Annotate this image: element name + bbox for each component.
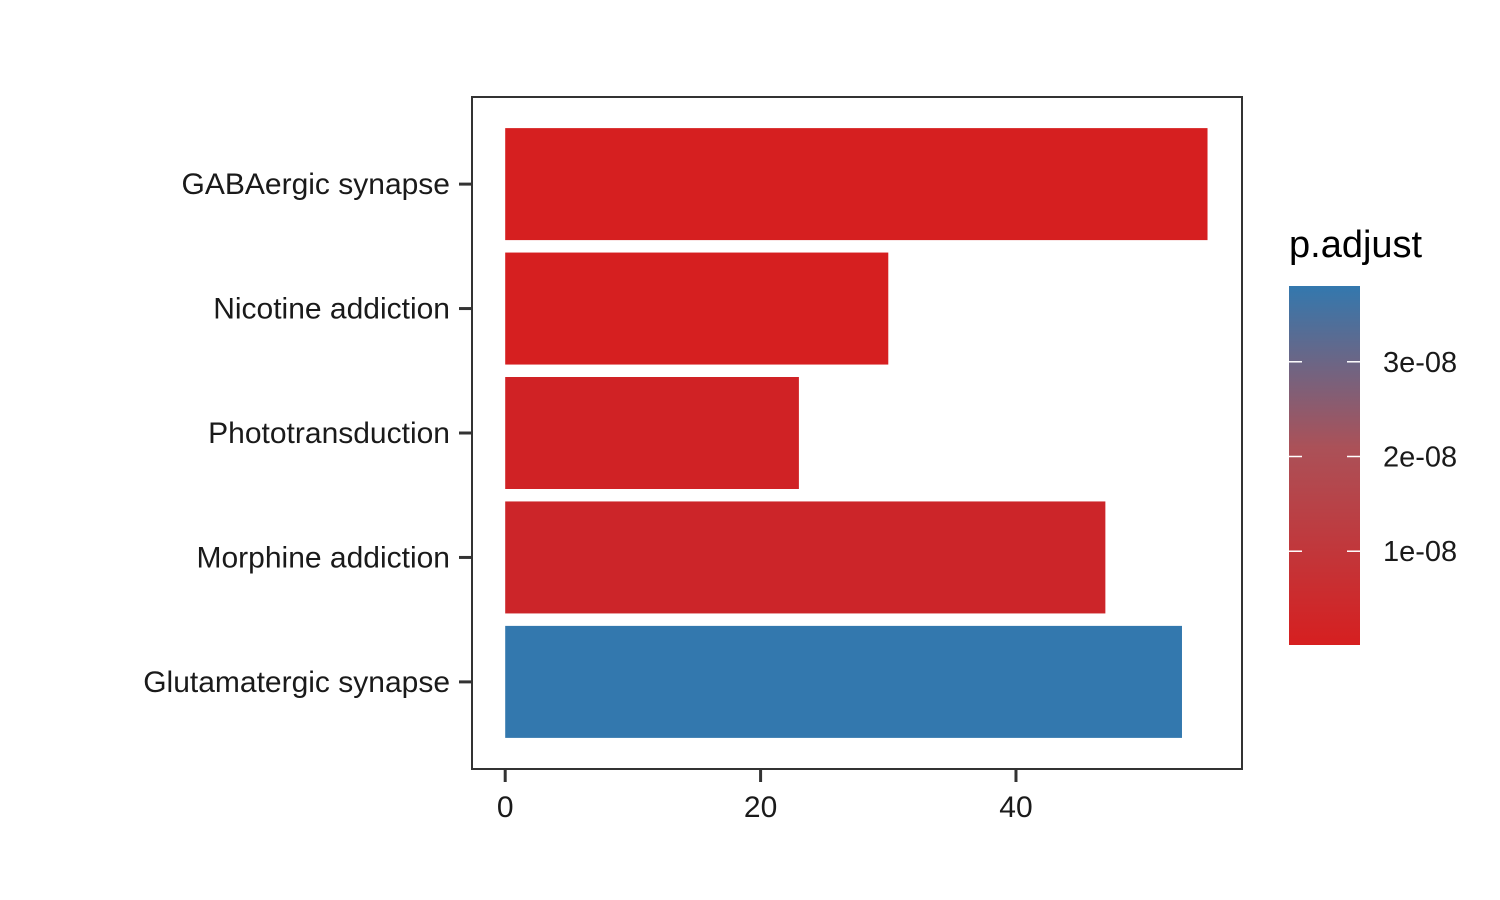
x-tick-label: 40	[999, 791, 1032, 824]
y-axis: GABAergic synapse Nicotine addiction Photo…	[143, 168, 472, 699]
bar-4	[505, 625, 1182, 738]
y-tick-label: Glutamatergic synapse	[143, 666, 450, 699]
y-tick-label: Morphine addiction	[197, 541, 451, 574]
bar-3	[505, 501, 1106, 614]
color-legend: p.adjust 3e-08 2e-08 1e-08	[1289, 224, 1457, 645]
legend-colorbar	[1289, 286, 1360, 645]
legend-ticks: 3e-08 2e-08 1e-08	[1289, 347, 1457, 568]
x-tick-label: 20	[744, 791, 777, 824]
legend-label: 3e-08	[1383, 347, 1457, 379]
legend-label: 2e-08	[1383, 442, 1457, 474]
x-tick-label: 0	[497, 791, 514, 824]
bar-2	[505, 377, 799, 489]
bar-0	[505, 128, 1208, 241]
y-tick-label: GABAergic synapse	[182, 168, 450, 201]
y-tick-label: Nicotine addiction	[213, 293, 450, 326]
legend-label: 1e-08	[1383, 536, 1457, 568]
x-axis: 0 20 40	[497, 769, 1033, 824]
bars-group	[505, 128, 1208, 738]
legend-title: p.adjust	[1289, 224, 1423, 266]
y-tick-label: Phototransduction	[208, 417, 450, 450]
bar-1	[505, 252, 889, 365]
